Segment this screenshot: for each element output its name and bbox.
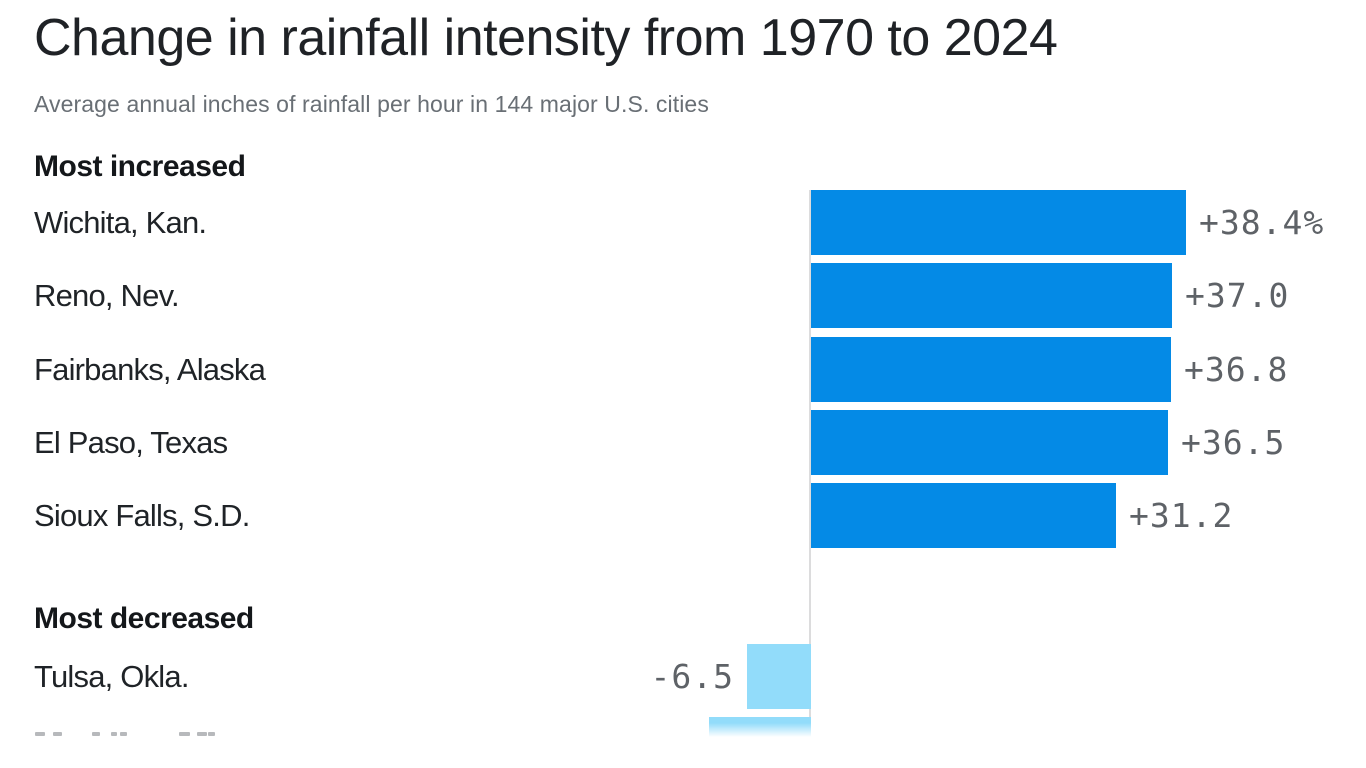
chart-row-reno: Reno, Nev. +37.0 — [0, 263, 1366, 328]
clipped-text-fragment — [179, 732, 190, 736]
row-value: +38.4% — [1199, 203, 1325, 242]
row-bar — [811, 337, 1171, 402]
chart-row-wichita: Wichita, Kan. +38.4% — [0, 190, 1366, 255]
row-bar — [811, 483, 1116, 548]
row-value: +36.5 — [1181, 423, 1286, 462]
row-value: +37.0 — [1185, 276, 1290, 315]
chart-row-sioux-falls: Sioux Falls, S.D. +31.2 — [0, 483, 1366, 548]
clipped-text-fragment — [92, 732, 100, 736]
row-value: -6.5 — [650, 657, 734, 696]
row-bar — [747, 644, 811, 709]
row-label: Sioux Falls, S.D. — [34, 498, 250, 533]
clipped-text-fragment — [111, 732, 117, 736]
chart-row-fairbanks: Fairbanks, Alaska +36.8 — [0, 337, 1366, 402]
row-label: El Paso, Texas — [34, 425, 228, 460]
row-label: Wichita, Kan. — [34, 205, 207, 240]
bottom-white-fade — [0, 723, 1366, 768]
row-value: +36.8 — [1184, 350, 1289, 389]
clipped-text-fragment — [120, 732, 127, 736]
chart-row-tulsa: Tulsa, Okla. -6.5 — [0, 644, 1366, 709]
clipped-text-fragment — [208, 732, 215, 736]
chart-title: Change in rainfall intensity from 1970 t… — [34, 9, 1058, 67]
chart-subtitle: Average annual inches of rainfall per ho… — [34, 91, 709, 117]
row-bar — [811, 410, 1168, 475]
row-bar — [811, 263, 1172, 328]
row-label: Reno, Nev. — [34, 278, 180, 313]
row-label: Tulsa, Okla. — [34, 659, 189, 694]
chart-row-el-paso: El Paso, Texas +36.5 — [0, 410, 1366, 475]
clipped-text-fragment — [53, 732, 62, 736]
row-bar — [811, 190, 1186, 255]
row-value: +31.2 — [1129, 496, 1234, 535]
section-heading-most-increased: Most increased — [34, 150, 246, 183]
row-label: Fairbanks, Alaska — [34, 352, 266, 387]
clipped-text-fragment — [197, 732, 207, 736]
section-heading-most-decreased: Most decreased — [34, 602, 254, 635]
zero-baseline-axis — [809, 190, 811, 735]
clipped-text-fragment — [35, 732, 45, 736]
